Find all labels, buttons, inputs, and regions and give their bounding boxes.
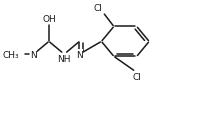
Text: N: N xyxy=(30,50,37,59)
Text: N: N xyxy=(76,50,83,59)
Text: Cl: Cl xyxy=(93,4,102,12)
Text: Cl: Cl xyxy=(132,73,141,82)
Text: CH₃: CH₃ xyxy=(3,50,19,59)
Text: NH: NH xyxy=(58,55,71,64)
Text: OH: OH xyxy=(42,15,56,24)
